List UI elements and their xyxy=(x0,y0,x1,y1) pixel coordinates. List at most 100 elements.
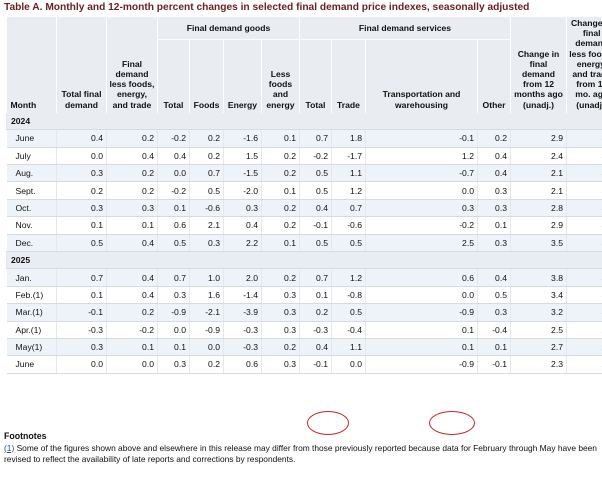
cell-services-other: 0.2 xyxy=(477,129,511,148)
table-row: June 0.0 0.0 0.3 0.2 0.6 0.3 -0.1 0.0 -0.9 -0.1 2.3… xyxy=(6,355,602,374)
cell-services-total: -0.3 xyxy=(299,321,332,339)
cell-goods-total: 0.1 xyxy=(157,199,190,218)
cell-services-other: 0.3 xyxy=(477,234,511,252)
cell-change-12-months-less: 3.4 xyxy=(566,181,602,200)
year-row: 2025 xyxy=(6,251,602,270)
month-cell: Mar.(1) xyxy=(6,303,57,322)
cell-services-total: 0.4 xyxy=(299,199,332,218)
cell-goods-foods: 0.2 xyxy=(189,147,224,166)
cell-total-final-demand: 0.2 xyxy=(56,181,107,200)
cell-final-demand-less: 0.2 xyxy=(106,303,158,322)
header-group-services: Final demand services xyxy=(299,17,511,40)
cell-services-transportation: -0.7 xyxy=(365,164,478,183)
cell-services-transportation: 0.3 xyxy=(365,199,478,218)
cell-services-transportation: -0.9 xyxy=(365,355,478,374)
cell-goods-energy: 2.2 xyxy=(223,234,262,252)
cell-services-trade: 1.8 xyxy=(331,129,366,148)
cell-goods-foods: -2.1 xyxy=(189,303,224,322)
cell-goods-foods: 0.0 xyxy=(189,338,224,357)
month-cell: July xyxy=(6,147,57,166)
cell-goods-energy: 1.5 xyxy=(223,147,262,166)
cell-final-demand-less: 0.2 xyxy=(106,164,158,183)
cell-goods-energy: -0.3 xyxy=(223,338,262,357)
cell-total-final-demand: 0.3 xyxy=(56,164,107,183)
header-total-final-demand: Total final demand xyxy=(56,17,107,113)
header-goods-foods: Foods xyxy=(189,39,224,113)
cell-change-12-months: 2.1 xyxy=(510,181,567,200)
cell-change-12-months-less: 3.6 xyxy=(566,199,602,218)
cell-services-other: 0.3 xyxy=(477,199,511,218)
cell-goods-less-foods-energy: 0.3 xyxy=(261,355,300,374)
cell-services-trade: -1.7 xyxy=(331,147,366,166)
cell-change-12-months: 3.8 xyxy=(510,268,567,287)
cell-total-final-demand: -0.1 xyxy=(56,303,107,322)
cell-change-12-months-less: 3.5 xyxy=(566,268,602,287)
cell-services-trade: 0.5 xyxy=(331,234,366,252)
cell-total-final-demand: 0.3 xyxy=(56,199,107,218)
cell-goods-total: 0.6 xyxy=(157,216,190,235)
cell-goods-energy: -0.3 xyxy=(223,321,262,339)
table-row: Nov. 0.1 0.1 0.6 2.1 0.4 0.2 -0.1 -0.6 -0.2 0.1 2.9… xyxy=(6,216,602,235)
table-row: Sept. 0.2 0.2 -0.2 0.5 -2.0 0.1 0.5 1.2 0.0 0.3 2.1… xyxy=(6,181,602,200)
cell-goods-energy: -1.4 xyxy=(223,286,262,305)
cell-goods-energy: 0.3 xyxy=(223,199,262,218)
cell-goods-energy: -1.6 xyxy=(223,129,262,148)
header-goods-energy: Energy xyxy=(223,39,262,113)
footnote-body: Some of the figures shown above and else… xyxy=(4,442,597,465)
cell-services-other: 0.3 xyxy=(477,181,511,200)
cell-goods-total: 0.7 xyxy=(157,268,190,287)
cell-goods-less-foods-energy: 0.2 xyxy=(261,338,300,357)
table-row: Dec.0.50.40.50.32.20.10.50.52.50.33.53.6 xyxy=(6,234,602,252)
cell-services-trade: 1.1 xyxy=(331,338,366,357)
cell-change-12-months: 2.9 xyxy=(510,129,567,148)
cell-change-12-months-less: 3.5 xyxy=(566,147,602,166)
cell-total-final-demand: -0.3 xyxy=(56,321,107,339)
table-row: May(1) 0.3 0.1 0.1 0.0 -0.3 0.2 0.4 1.1 0.1 0.1 2.7… xyxy=(6,338,602,357)
table-row: Mar.(1) -0.1 0.2 -0.9 -2.1 -3.9 0.3 0.2 0.5 -0.9 0… xyxy=(6,303,602,322)
cell-change-12-months-less: 3.6 xyxy=(566,216,602,235)
header-services-total: Total xyxy=(299,39,332,113)
month-cell: Aug. xyxy=(6,164,57,183)
cell-change-12-months: 2.1 xyxy=(510,164,567,183)
cell-services-other: 0.4 xyxy=(477,147,511,166)
cell-goods-total: 0.0 xyxy=(157,321,190,339)
cell-services-transportation: -0.1 xyxy=(365,129,478,148)
cell-services-other: 0.3 xyxy=(477,303,511,322)
table-row: Apr.(1) -0.3 -0.2 0.0 -0.9 -0.3 0.3 -0.3 -0.4 0.1… xyxy=(6,321,602,339)
cell-goods-energy: -3.9 xyxy=(223,303,262,322)
cell-services-total: 0.7 xyxy=(299,268,332,287)
cell-change-12-months-less: 3.5 xyxy=(566,164,602,183)
cell-services-transportation: 0.0 xyxy=(365,181,478,200)
header-change-12-months-less: Change in final demand less foods, energ… xyxy=(566,17,602,113)
year-label: 2025 xyxy=(6,251,602,270)
cell-services-trade: -0.8 xyxy=(331,286,366,305)
cell-goods-total: 0.0 xyxy=(157,164,190,183)
cell-final-demand-less: 0.1 xyxy=(106,216,158,235)
cell-services-trade: 1.2 xyxy=(331,181,366,200)
header-services-transportation: Transportation and warehousing xyxy=(365,39,478,113)
price-index-table: Month Total final demand Final demand le… xyxy=(6,17,602,374)
cell-goods-foods: 0.2 xyxy=(189,355,224,374)
table-row: Jan.0.70.40.71.02.00.20.71.20.60.43.83.5 xyxy=(6,268,602,287)
cell-services-total: -0.1 xyxy=(299,216,332,235)
cell-services-trade: 0.7 xyxy=(331,199,366,218)
cell-final-demand-less: 0.1 xyxy=(106,338,158,357)
cell-services-other: 0.5 xyxy=(477,286,511,305)
cell-goods-foods: 1.0 xyxy=(189,268,224,287)
cell-goods-foods: 0.7 xyxy=(189,164,224,183)
cell-services-total: 0.1 xyxy=(299,286,332,305)
header-final-demand-less: Final demand less foods, energy, and tra… xyxy=(106,17,158,113)
cell-goods-less-foods-energy: 0.2 xyxy=(261,147,300,166)
cell-final-demand-less: 0.3 xyxy=(106,199,158,218)
header-services-trade: Trade xyxy=(331,39,366,113)
cell-goods-less-foods-energy: 0.3 xyxy=(261,303,300,322)
table-body: 2024 June 0.4 0.2 -0.2 0.2 -1.6 0.1 0.7 1.8 -0.1 0.… xyxy=(6,112,602,374)
cell-services-total: 0.2 xyxy=(299,303,332,322)
cell-change-12-months: 3.5 xyxy=(510,234,567,252)
cell-goods-less-foods-energy: 0.2 xyxy=(261,268,300,287)
header-group-goods: Final demand goods xyxy=(157,17,300,40)
footnote-marker-link[interactable]: (1) xyxy=(4,442,15,453)
cell-goods-foods: 0.3 xyxy=(189,234,224,252)
footnotes: Footnotes (1) Some of the figures shown … xyxy=(4,431,598,466)
